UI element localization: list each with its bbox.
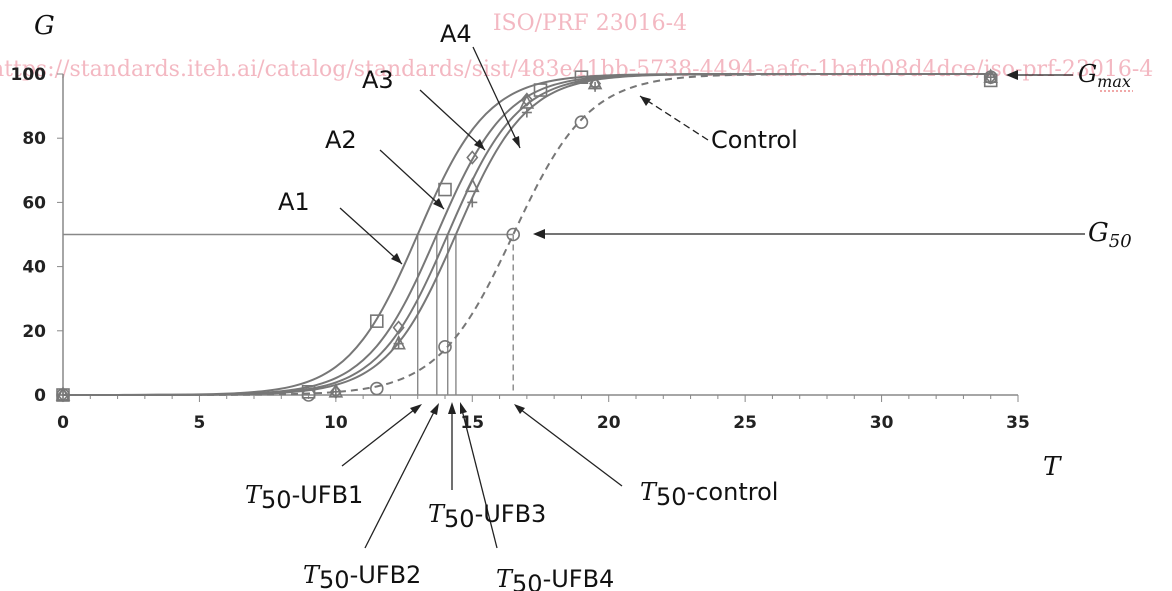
marker-control: [369, 381, 384, 396]
arrowhead-control: [640, 96, 651, 106]
label-a1: A1: [278, 188, 310, 216]
label-a4: A4: [440, 20, 472, 48]
arrowhead-t50-control: [514, 404, 525, 414]
watermark-code: ISO/PRF 23016-4: [493, 11, 687, 36]
marker-control: [506, 227, 521, 242]
arrowhead-gmax: [1006, 70, 1018, 80]
x-tick-label: 25: [733, 413, 757, 433]
arrowhead-a3: [474, 139, 485, 150]
arrow-t50-ufb1: [341, 405, 420, 467]
arrowhead-t50-ufb3: [448, 402, 456, 414]
x-tick-label: 20: [597, 413, 621, 433]
x-tick-label: 5: [194, 413, 206, 433]
arrow-t50-ufb2: [364, 405, 438, 549]
label-a3: A3: [362, 66, 394, 94]
marker-a1: [301, 384, 316, 399]
y-tick-label: 100: [11, 65, 47, 85]
arrow-t50-control: [515, 405, 623, 487]
t50-ufb2-base: T: [303, 561, 321, 589]
marker-a1: [438, 182, 452, 197]
g50-sub: 50: [1109, 231, 1132, 252]
arrowhead-t50-ufb4: [460, 402, 467, 414]
marker-control: [301, 388, 316, 402]
y-tick-label: 20: [22, 322, 46, 342]
arrowhead-a2: [433, 198, 444, 209]
arrow-t50-ufb4: [460, 405, 498, 549]
arrowhead-t50-ufb1: [410, 404, 422, 414]
arrow-control: [639, 95, 709, 141]
marker-control: [56, 388, 70, 402]
t50-control-suffix: -control: [687, 478, 779, 506]
y-tick-label: 60: [22, 193, 46, 213]
label-t50-ufb3: T50-UFB3: [428, 500, 546, 533]
label-t50-ufb2: T50-UFB2: [303, 561, 421, 591]
label-control: Control: [711, 126, 798, 154]
arrow-a3: [419, 89, 486, 151]
t50-ufb3-sub: 50: [444, 505, 475, 533]
marker-control: [983, 70, 998, 85]
arrowhead-a4: [512, 136, 520, 148]
t50-ufb2-suffix: -UFB2: [350, 561, 422, 589]
marker-control: [438, 340, 452, 354]
t50-control-base: T: [640, 478, 658, 506]
t50-ufb1-suffix: -UFB1: [292, 481, 364, 509]
marker-a2: [466, 150, 479, 165]
label-t50-ufb4: T50-UFB4: [496, 565, 614, 591]
t50-ufb4-base: T: [496, 565, 514, 591]
y-tick-label: 40: [22, 258, 46, 278]
arrowhead-t50-ufb2: [430, 403, 439, 415]
marker-control: [574, 115, 589, 129]
x-tick-label: 10: [324, 413, 348, 433]
t50-control-sub: 50: [656, 483, 687, 511]
marker-a1: [369, 314, 384, 328]
arrowhead-g50: [533, 229, 545, 239]
label-g50: G50: [1088, 218, 1132, 252]
gmax-sub: max: [1097, 72, 1131, 91]
annotations: [339, 46, 1085, 549]
t50-ufb2-sub: 50: [319, 566, 350, 591]
t50-ufb1-sub: 50: [261, 486, 292, 514]
curve-control: [62, 73, 991, 396]
y-tick-label: 0: [34, 386, 46, 406]
gmax-base: G: [1078, 60, 1097, 88]
reference-lines: [63, 233, 514, 395]
t50-ufb4-sub: 50: [512, 570, 543, 591]
t50-ufb3-base: T: [428, 500, 446, 528]
y-tick-label: 80: [22, 129, 46, 149]
marker-a2: [392, 320, 405, 335]
t50-ufb4-suffix: -UFB4: [543, 565, 615, 591]
t50-ufb3-suffix: -UFB3: [475, 500, 547, 528]
label-gmax: Gmax: [1078, 60, 1131, 91]
x-tick-label: 30: [870, 413, 894, 433]
label-a2: A2: [325, 126, 357, 154]
g50-base: G: [1088, 218, 1109, 248]
marker-a1: [574, 70, 589, 85]
arrow-a4: [472, 46, 521, 149]
t50-ufb1-base: T: [245, 481, 263, 509]
arrowhead-a1: [391, 253, 402, 264]
marker-a3: [464, 177, 480, 193]
arrow-a2: [379, 149, 445, 210]
x-tick-label: 35: [1006, 413, 1030, 433]
arrow-heads: [391, 70, 1018, 415]
series-markers: [55, 68, 999, 403]
label-t50-control: T50-control: [640, 478, 778, 511]
y-axis-title: G: [34, 11, 55, 41]
marker-a1: [533, 83, 548, 97]
x-axis-title: T: [1043, 452, 1062, 482]
x-tick-label: 0: [57, 413, 69, 433]
series-curves: [62, 73, 991, 396]
marker-a2: [520, 92, 533, 107]
label-t50-ufb1: T50-UFB1: [245, 481, 363, 514]
arrow-a1: [339, 207, 403, 265]
